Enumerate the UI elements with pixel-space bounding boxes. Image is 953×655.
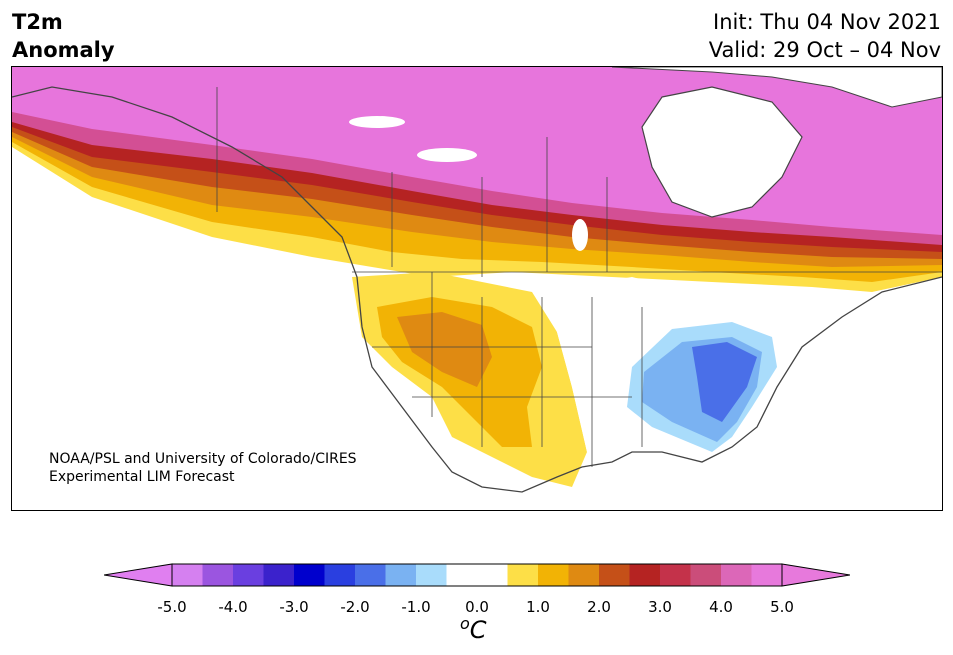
variable-name: T2m [12,10,63,34]
colorbar-swatch [538,564,569,586]
colorbar-tick-label: 4.0 [709,598,733,616]
great-slave-lake [349,116,405,128]
unit-superscript: o [460,614,470,633]
map-canvas [12,67,942,510]
colorbar-swatch [355,564,386,586]
colorbar-tick-label: -5.0 [157,598,187,616]
colorbar-swatch [263,564,295,586]
east-med-blue [692,342,757,422]
colorbar-tick-label: 5.0 [770,598,794,616]
colorbar-swatch [324,564,356,586]
colorbar-swatch [690,564,722,586]
variable-type: Anomaly [12,38,115,62]
colorbar-tick-label: -3.0 [279,598,309,616]
colorbar-swatch [629,564,661,586]
colorbar-swatch [446,564,478,586]
coastline [12,86,942,493]
hudson-bay [641,86,803,218]
valid-range: Valid: 29 Oct – 04 Nov [708,38,941,62]
colorbar-swatch [233,564,264,586]
colorbar-under-arrow [104,563,173,587]
colorbar-unit: oC [460,614,487,644]
west-orange [397,312,492,387]
colorbar-swatch [477,564,508,586]
colorbar-tick-label: -2.0 [340,598,370,616]
colorbar [104,563,850,587]
forecast-dates: Init: Thu 04 Nov 2021 Valid: 29 Oct – 04… [709,8,941,64]
credit-line-1: NOAA/PSL and University of Colorado/CIRE… [49,451,357,467]
colorbar-swatch [599,564,630,586]
colorbar-swatch [568,564,600,586]
colorbar-over-arrow [781,563,850,587]
colorbar-swatch [416,564,447,586]
colorbar-swatch [660,564,691,586]
colorbar-tick-label: 3.0 [648,598,672,616]
colorbar-swatch [751,564,783,586]
colorbar-swatch [202,564,234,586]
colorbar-outline [171,563,783,587]
credit-line-2: Experimental LIM Forecast [49,469,235,485]
variable-title: T2m Anomaly [12,8,115,64]
colorbar-swatch [507,564,539,586]
colorbar-swatch [294,564,325,586]
colorbar-tick-label: 2.0 [587,598,611,616]
lake-winnipeg [572,219,588,251]
colorbar-tick-label: 0.0 [465,598,489,616]
great-bear-lake [417,148,477,162]
unit-base: C [469,616,487,644]
political-boundaries [216,87,942,467]
arctic-water [611,67,942,108]
colorbar-swatch [172,564,203,586]
colorbar-swatch [385,564,417,586]
colorbar-tick-label: -1.0 [401,598,431,616]
colorbar-swatch [721,564,752,586]
credit-text: NOAA/PSL and University of Colorado/CIRE… [49,450,357,486]
colorbar-tick-label: -4.0 [218,598,248,616]
colorbar-tick-label: 1.0 [526,598,550,616]
anomaly-map [11,66,943,511]
init-date: Init: Thu 04 Nov 2021 [713,10,941,34]
